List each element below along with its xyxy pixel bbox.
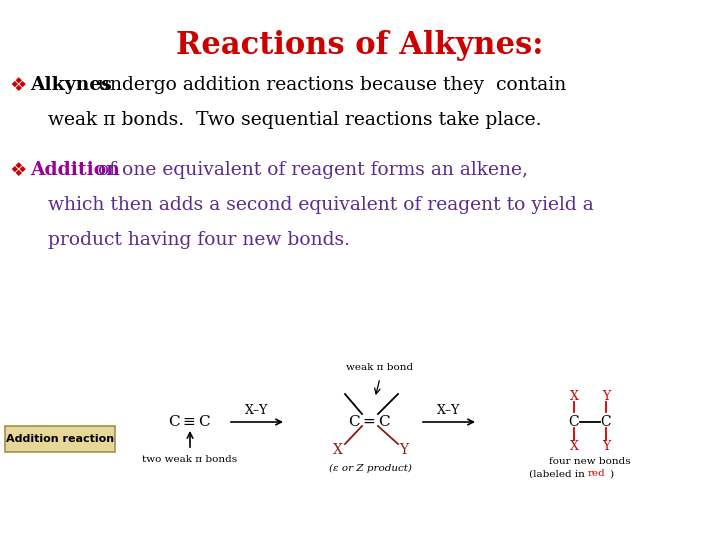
Text: red: red [588,469,606,478]
Text: product having four new bonds.: product having four new bonds. [30,231,350,249]
Text: C: C [569,415,580,429]
Text: ): ) [609,469,613,478]
Text: Y: Y [400,443,408,457]
Text: C: C [600,415,611,429]
Text: C$=$C: C$=$C [348,415,392,429]
Text: of one equivalent of reagent forms an alkene,: of one equivalent of reagent forms an al… [92,161,528,179]
Text: (ε or Z product): (ε or Z product) [328,463,411,472]
Text: Alkynes: Alkynes [30,76,112,94]
Text: X: X [570,389,578,402]
Text: Y: Y [602,389,610,402]
Text: C$\equiv$C: C$\equiv$C [168,415,212,429]
Text: (labeled in: (labeled in [529,469,588,478]
Bar [5,426,115,452]
Text: four new bonds: four new bonds [549,457,631,467]
Text: ❖: ❖ [9,160,27,179]
Text: Addition reaction: Addition reaction [6,434,114,444]
Text: undergo addition reactions because they  contain: undergo addition reactions because they … [92,76,566,94]
Text: Y: Y [602,440,610,453]
Text: X–Y: X–Y [246,403,269,416]
Text: weak π bond: weak π bond [346,363,413,373]
Text: ❖: ❖ [9,76,27,94]
Text: Reactions of Alkynes:: Reactions of Alkynes: [176,30,544,61]
Text: X: X [333,443,343,457]
Text: weak π bonds.  Two sequential reactions take place.: weak π bonds. Two sequential reactions t… [30,111,541,129]
Text: Addition: Addition [30,161,120,179]
Text: X: X [570,440,578,453]
Text: X–Y: X–Y [437,403,461,416]
Text: two weak π bonds: two weak π bonds [143,456,238,464]
Text: which then adds a second equivalent of reagent to yield a: which then adds a second equivalent of r… [30,196,594,214]
